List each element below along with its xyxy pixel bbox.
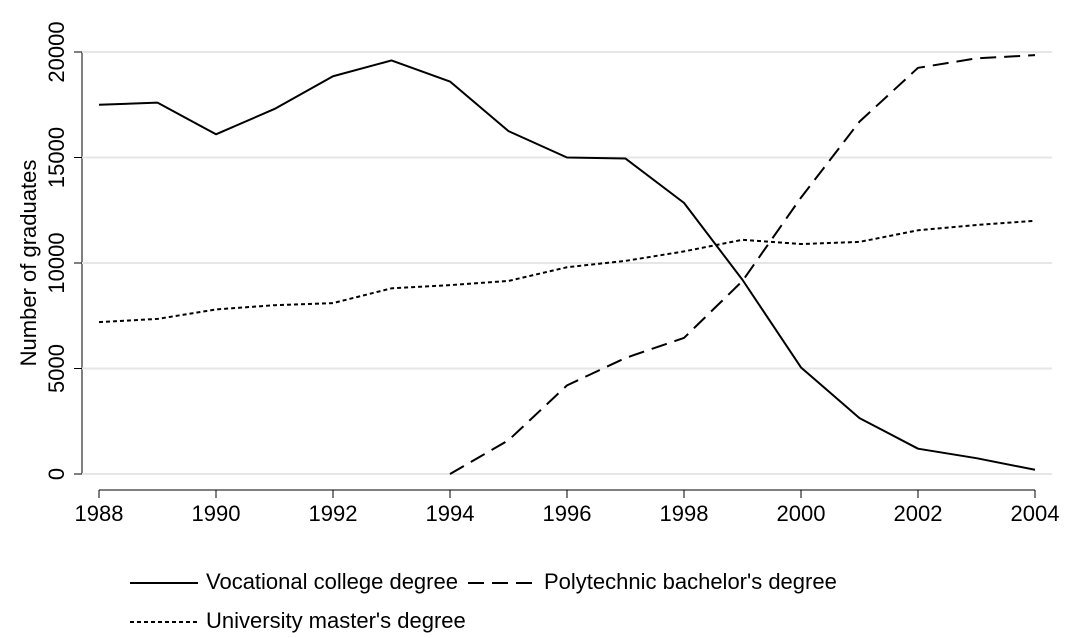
x-tick-label: 2000 xyxy=(777,501,826,526)
x-tick-label: 2002 xyxy=(894,501,943,526)
series-line xyxy=(98,219,1036,324)
y-tick-label: 0 xyxy=(44,468,69,480)
x-tick-label: 1996 xyxy=(543,501,592,526)
x-tick-label: 1998 xyxy=(660,501,709,526)
legend-label: University master's degree xyxy=(206,608,466,633)
y-axis-label: Number of graduates xyxy=(16,160,41,367)
x-tick-label: 1994 xyxy=(426,501,475,526)
series-line xyxy=(449,54,1036,475)
series-line xyxy=(98,59,1036,471)
x-tick-label: 2004 xyxy=(1011,501,1060,526)
legend-label: Polytechnic bachelor's degree xyxy=(544,569,837,594)
x-tick-label: 1990 xyxy=(192,501,241,526)
x-tick-label: 1992 xyxy=(309,501,358,526)
legend-label: Vocational college degree xyxy=(206,569,458,594)
x-tick-label: 1988 xyxy=(75,501,124,526)
y-tick-label: 20000 xyxy=(44,21,69,82)
y-tick-label: 5000 xyxy=(44,344,69,393)
y-tick-label: 15000 xyxy=(44,127,69,188)
y-tick-label: 10000 xyxy=(44,232,69,293)
